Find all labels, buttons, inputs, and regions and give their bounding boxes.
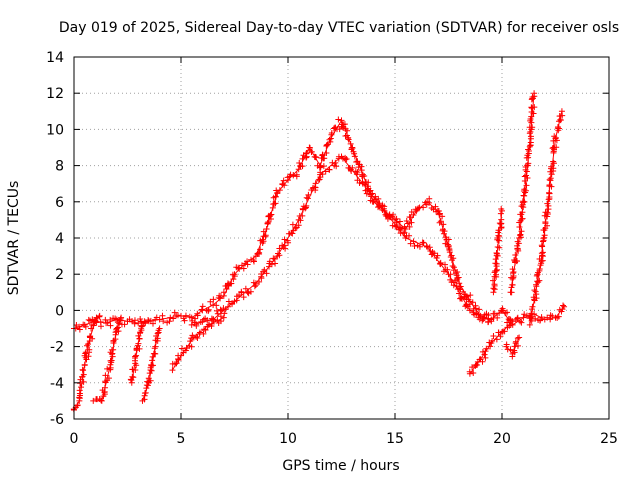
series-line [73, 119, 565, 329]
series-arc-5 [169, 313, 227, 374]
x-tick-label: 20 [493, 431, 511, 447]
series-markers [466, 315, 516, 377]
y-tick-label: 6 [55, 195, 64, 211]
series-arc-2 [90, 314, 125, 404]
series-secondary [188, 153, 495, 329]
series-markers [503, 334, 523, 360]
y-tick-label: -2 [50, 340, 64, 356]
x-tick-label: 15 [386, 431, 404, 447]
series-markers [139, 325, 163, 404]
series-markers [490, 206, 505, 296]
chart-title: Day 019 of 2025, Sidereal Day-to-day VTE… [59, 20, 619, 36]
series-arc-4 [139, 325, 163, 404]
y-tick-label: 2 [55, 267, 64, 283]
y-tick-label: 0 [55, 303, 64, 319]
y-axis-label: SDTVAR / TECUs [6, 181, 22, 296]
y-tick-label: 8 [55, 159, 64, 175]
series-arc-3 [127, 318, 149, 386]
x-axis-label: GPS time / hours [282, 458, 399, 474]
y-tick-label: 14 [46, 50, 64, 66]
series-main [71, 116, 568, 333]
series-markers [188, 153, 495, 329]
y-tick-label: -4 [50, 376, 64, 392]
series-late-rise [466, 315, 516, 377]
x-tick-label: 5 [177, 431, 186, 447]
x-tick-label: 25 [600, 431, 618, 447]
series-markers [71, 116, 568, 333]
y-tick-label: -6 [50, 412, 64, 428]
series-markers [90, 314, 125, 404]
series-spike-b [507, 90, 538, 296]
grid-layer [74, 57, 609, 419]
series-markers [127, 318, 149, 386]
x-tick-label: 0 [70, 431, 79, 447]
y-tick-label: 10 [46, 122, 64, 138]
y-tick-label: 12 [46, 86, 64, 102]
series-spike-c [526, 108, 566, 328]
series-markers [169, 313, 227, 374]
tick-layer: 0 5 10 15 20 25 -6 -4 -2 0 2 4 6 8 10 12 14 [46, 50, 618, 447]
y-tick-label: 4 [55, 231, 64, 247]
series-spike-a [490, 206, 505, 296]
series-markers [526, 108, 566, 328]
series-markers [507, 90, 538, 296]
series-layer [70, 90, 568, 413]
series-dip [503, 334, 523, 360]
x-tick-label: 10 [279, 431, 297, 447]
